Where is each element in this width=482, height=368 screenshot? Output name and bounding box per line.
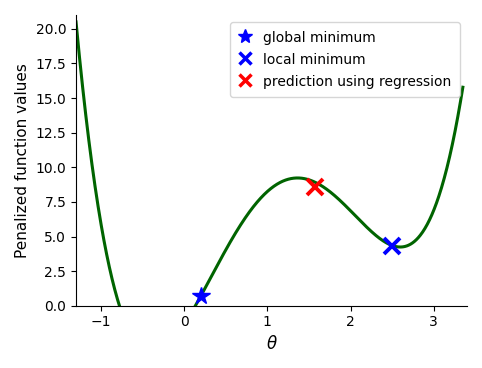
X-axis label: $\theta$: $\theta$ (266, 335, 278, 353)
Y-axis label: Penalized function values: Penalized function values (15, 63, 30, 258)
Legend: global minimum, local minimum, prediction using regression: global minimum, local minimum, predictio… (230, 22, 460, 97)
